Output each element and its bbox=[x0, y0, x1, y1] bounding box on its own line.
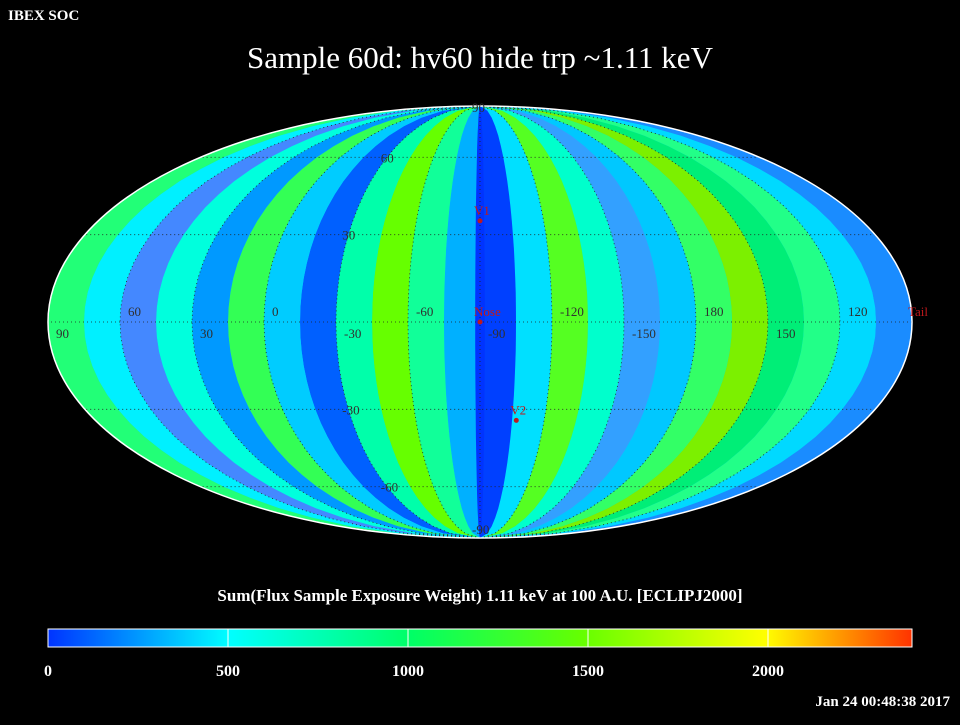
flux-band bbox=[480, 106, 588, 538]
latitude-label: -60 bbox=[381, 480, 398, 495]
longitude-line bbox=[479, 106, 841, 538]
flux-band bbox=[228, 106, 480, 538]
flux-band bbox=[480, 106, 732, 538]
longitude-label: 30 bbox=[200, 326, 213, 341]
flux-band bbox=[480, 106, 516, 538]
pole-label: 90 bbox=[472, 100, 485, 115]
marker-label: V2 bbox=[510, 402, 526, 417]
timestamp: Jan 24 00:48:38 2017 bbox=[815, 694, 950, 710]
page-title: Sample 60d: hv60 hide trp ~1.11 keV bbox=[247, 40, 713, 75]
marker-dot[interactable] bbox=[477, 319, 483, 325]
marker-label: Nose bbox=[474, 304, 501, 319]
latitude-label: 30 bbox=[342, 228, 355, 243]
map-outline bbox=[47, 105, 913, 539]
longitude-label: 180 bbox=[704, 304, 724, 319]
longitude-label: 60 bbox=[128, 304, 141, 319]
flux-band bbox=[480, 106, 660, 538]
colorbar-tick-label: 2000 bbox=[752, 663, 784, 680]
longitude-line bbox=[335, 106, 481, 538]
marker-dot[interactable] bbox=[477, 218, 483, 224]
sky-markers: V1 Nose V2 Tail bbox=[474, 203, 928, 423]
colorbar-tick-label: 0 bbox=[44, 663, 52, 680]
longitude-line bbox=[479, 106, 625, 538]
flux-band bbox=[264, 106, 480, 538]
marker-dot[interactable] bbox=[513, 417, 519, 423]
colorbar bbox=[47, 628, 913, 648]
colorbar-tick-label: 500 bbox=[216, 663, 240, 680]
longitude-label: 90 bbox=[56, 326, 69, 341]
longitude-label: 150 bbox=[776, 326, 796, 341]
colorbar-tick-label: 1000 bbox=[392, 663, 424, 680]
colorbar-ticks: 0 500 1000 1500 2000 bbox=[44, 629, 784, 680]
flux-band bbox=[444, 106, 480, 538]
longitude-label: -60 bbox=[416, 304, 433, 319]
flux-band bbox=[480, 106, 624, 538]
flux-band bbox=[300, 106, 480, 538]
longitude-line bbox=[479, 106, 553, 538]
longitude-line bbox=[407, 106, 481, 538]
flux-band bbox=[336, 106, 480, 538]
app-label: IBEX SOC bbox=[8, 8, 80, 24]
marker-label: V1 bbox=[474, 203, 490, 218]
pole-label: -90 bbox=[472, 522, 489, 537]
marker-label: Tail bbox=[908, 304, 928, 319]
longitude-label: -120 bbox=[560, 304, 584, 319]
longitude-label: -90 bbox=[488, 326, 505, 341]
flux-band bbox=[372, 106, 480, 538]
longitude-label: 120 bbox=[848, 304, 868, 319]
graticule-labels: 60 30 0 -30 -60 -90 -120 -150 180 150 120 90 60 30 -30… bbox=[56, 100, 868, 537]
longitude-line bbox=[119, 106, 481, 538]
colorbar-tick-label: 1500 bbox=[572, 663, 604, 680]
latitude-label: 60 bbox=[381, 150, 394, 165]
latitude-label: -30 bbox=[342, 402, 359, 417]
colorbar-title: Sum(Flux Sample Exposure Weight) 1.11 ke… bbox=[217, 586, 743, 605]
longitude-label: -30 bbox=[344, 326, 361, 341]
longitude-label: -150 bbox=[632, 326, 656, 341]
flux-band bbox=[480, 106, 696, 538]
longitude-label: 0 bbox=[272, 304, 279, 319]
